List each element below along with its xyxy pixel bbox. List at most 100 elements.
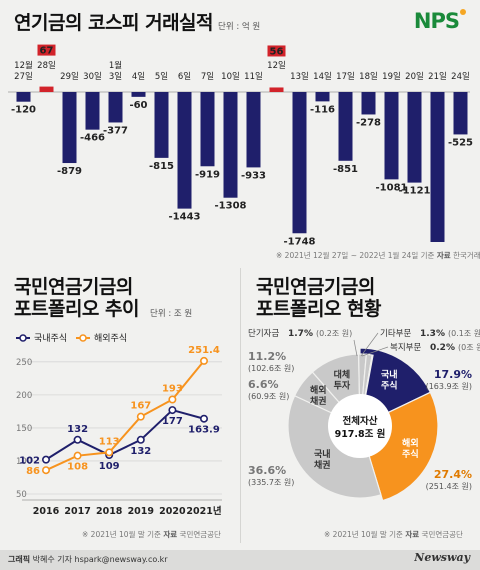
callout-other-amt: (0.1조 원) (448, 329, 480, 338)
callout-other-pct: 1.3% (420, 329, 445, 339)
legend-marker-0 (19, 334, 27, 342)
legend-marker-1 (79, 334, 87, 342)
credit: 그래픽 박혜수 기자 hspark@newsway.co.kr (8, 555, 168, 564)
callout-overseas-stock-amt: (251.4조 원) (426, 482, 472, 491)
callout-other-name: 기타부문 (380, 329, 411, 339)
point-1-0 (41, 466, 50, 475)
bar-value-label-8: -919 (195, 169, 220, 180)
x-tick-5: 2021년 (186, 505, 221, 517)
callout-domestic-stock-amt: (163.9조 원) (426, 382, 472, 391)
bar-12 (292, 92, 307, 234)
data-label-0-2: 109 (99, 461, 120, 472)
date-label-13: 14일 (313, 72, 332, 82)
bar-value-label-9: -1308 (215, 201, 247, 212)
bar-value-label-14: -851 (333, 164, 358, 175)
bar-9 (223, 92, 238, 198)
top-source: ※ 2021년 12월 27일 ~ 2022년 1월 24일 기준 자료 한국거… (276, 251, 480, 260)
bar-1 (39, 86, 54, 92)
point-0-3 (136, 435, 145, 444)
bar-value-label-12: -1748 (284, 236, 316, 246)
bar-14 (338, 92, 353, 161)
main-title: 연기금의 코스피 거래실적 (14, 12, 214, 34)
point-0-1 (73, 435, 82, 444)
x-tick-2: 2018 (96, 506, 123, 517)
bar-18 (430, 92, 445, 242)
section-divider (240, 268, 241, 543)
bar-value-label-2: -879 (57, 166, 82, 177)
data-label-0-4: 177 (162, 416, 183, 427)
point-0-5 (200, 414, 209, 423)
label-overseas-stock-2: 주식 (402, 448, 419, 460)
trend-source: ※ 2021년 10월 말 기준 자료 국민연금공단 (82, 530, 221, 539)
point-1-2 (105, 448, 114, 457)
date-label-16: 19일 (382, 72, 401, 82)
bar-value-label-0: -120 (11, 105, 36, 116)
point-1-5 (200, 356, 209, 365)
data-label-0-3: 132 (130, 446, 151, 457)
bar-16 (384, 92, 399, 180)
label-overseas-stock-1: 해외 (402, 437, 419, 449)
callout-welfare-name: 복지부문 (390, 343, 421, 353)
data-label-0-0: 102 (19, 456, 40, 467)
date-label-5: 4일 (132, 72, 145, 82)
status-title-2: 포트폴리오 현황 (256, 298, 381, 320)
bar-15 (361, 92, 376, 115)
label-domestic-bond-1: 국내 (314, 448, 331, 460)
leader-short-term (353, 339, 358, 357)
date-label-0-b: 27일 (14, 72, 33, 82)
bar-value-label-11: 56 (270, 46, 284, 57)
trend-title-1: 국민연금기금의 (14, 276, 133, 298)
x-tick-0: 2016 (33, 506, 60, 517)
y-tick-0: 50 (16, 490, 27, 500)
bar-value-label-16: -1081 (376, 182, 408, 193)
data-label-1-4: 193 (162, 383, 183, 394)
trend-unit: 단위 : 조 원 (150, 309, 193, 319)
bar-7 (177, 92, 192, 209)
bar-19 (453, 92, 468, 135)
portfolio-line-chart: 국내주식 해외주식 50 100 150 200 250 2016 2017 2018 2019 20… (16, 332, 222, 517)
nps-logo: NPS (414, 9, 466, 33)
bar-3 (85, 92, 100, 130)
data-label-0-1: 132 (67, 424, 88, 435)
data-label-1-0: 86 (26, 466, 40, 477)
main-unit: 단위 : 억 원 (218, 22, 261, 32)
date-label-4: 1월 (109, 60, 122, 71)
date-label-18: 21일 (428, 72, 447, 82)
callout-welfare-pct: 0.2% (430, 343, 455, 353)
date-label-19: 24일 (451, 72, 470, 82)
x-tick-1: 2017 (64, 506, 90, 517)
bar-value-label-17: -1121 (399, 186, 431, 197)
callout-short-term-amt: (0.2조 원) (316, 329, 352, 338)
point-1-3 (136, 412, 145, 421)
bar-value-label-5: -60 (129, 100, 147, 111)
bar-value-tag-1 (37, 44, 56, 56)
bar-4 (108, 92, 123, 123)
bar-13 (315, 92, 330, 102)
y-tick-2: 150 (16, 424, 32, 434)
bar-value-label-13: -116 (310, 104, 335, 115)
date-label-1: 28일 (37, 61, 56, 71)
point-1-1 (73, 451, 82, 460)
callout-overseas-bond-amt: (60.9조 원) (248, 392, 289, 401)
bar-11 (269, 87, 284, 92)
label-alt-invest-2: 투자 (334, 379, 351, 391)
date-label-8: 7일 (201, 72, 214, 82)
status-title-1: 국민연금기금의 (256, 276, 375, 298)
point-1-4 (168, 395, 177, 404)
data-label-1-3: 167 (130, 401, 151, 412)
date-label-10: 11일 (244, 72, 263, 82)
point-0-0 (41, 455, 50, 464)
point-0-4 (168, 406, 177, 415)
date-label-0: 12월 (14, 60, 33, 71)
bar-value-tag-11 (267, 45, 286, 57)
leader-other (360, 332, 379, 357)
callout-domestic-bond-amt: (335.7조 원) (248, 478, 294, 487)
callout-alt-amt: (102.6조 원) (248, 364, 294, 373)
status-source: ※ 2021년 10월 말 기준 자료 국민연금공단 (324, 530, 463, 539)
data-label-0-5: 163.9 (188, 425, 220, 436)
label-domestic-stock-2: 주식 (381, 379, 398, 391)
x-tick-4: 2020 (159, 506, 186, 517)
callout-domestic-bond-pct: 36.6% (248, 464, 286, 477)
